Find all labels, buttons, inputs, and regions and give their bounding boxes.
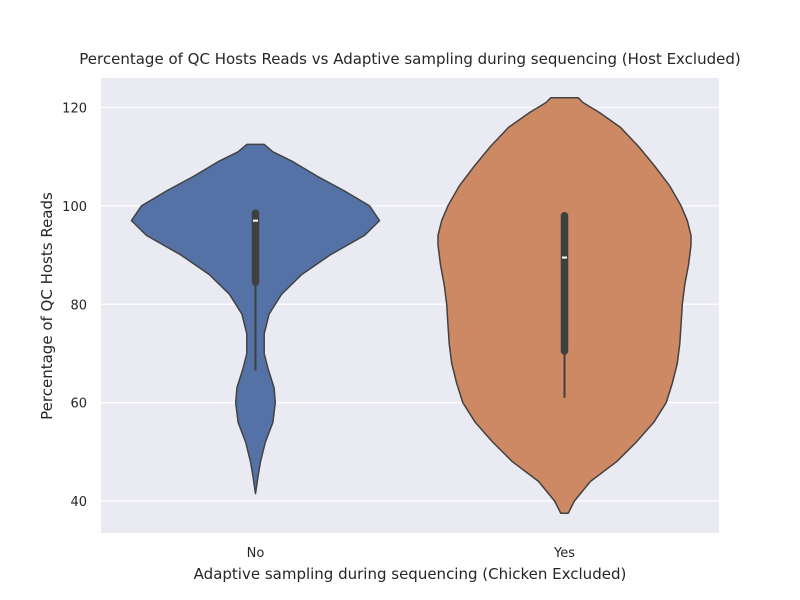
x-tick-label: Yes xyxy=(553,546,575,561)
x-tick-label: No xyxy=(247,546,265,561)
y-tick-label: 60 xyxy=(70,397,87,412)
y-tick-label: 40 xyxy=(70,495,87,510)
chart-title: Percentage of QC Hosts Reads vs Adaptive… xyxy=(79,50,740,68)
y-tick-label: 120 xyxy=(62,102,87,117)
x-axis-ticks: No Yes xyxy=(247,546,576,561)
y-axis-ticks: 40 60 80 100 120 xyxy=(62,102,87,511)
y-tick-label: 80 xyxy=(70,298,87,313)
violin-no xyxy=(130,143,381,495)
violins xyxy=(130,96,692,515)
y-axis-label: Percentage of QC Hosts Reads xyxy=(38,192,56,420)
x-axis-label: Adaptive sampling during sequencing (Chi… xyxy=(194,565,627,583)
violin-yes xyxy=(437,96,692,515)
y-tick-label: 100 xyxy=(62,200,87,215)
